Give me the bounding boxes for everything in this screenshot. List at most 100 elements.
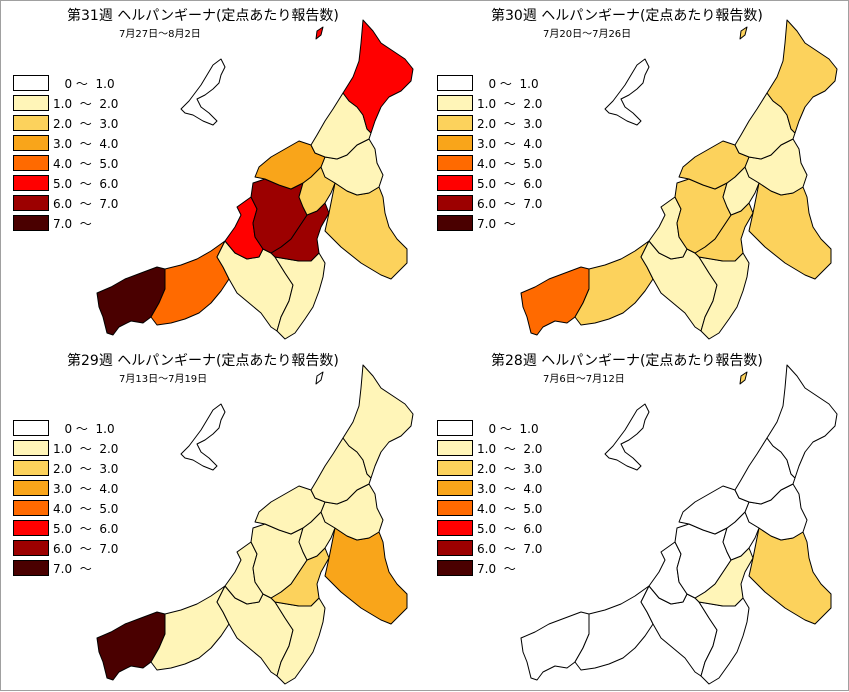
panel-week-31: 第31週 ヘルパンギーナ(定点あたり報告数) 7月27日〜8月2日 0 〜 1.… [1,1,425,346]
legend-row: 5.0 〜 6.0 [437,519,637,539]
legend-swatch [437,440,473,456]
legend-swatch [13,480,49,496]
legend-swatch [13,215,49,231]
legend-row: 3.0 〜 4.0 [13,479,213,499]
region-joetsu [96,266,166,336]
legend-label: 2.0 〜 3.0 [53,462,119,476]
sado-island-outline [180,58,226,126]
prefecture-map [520,364,838,685]
prefecture-map [520,19,838,340]
region-murakami [766,19,838,134]
legend-label: 2.0 〜 3.0 [477,462,543,476]
panel-title: 第29週 ヘルパンギーナ(定点あたり報告数) [67,353,339,369]
legend-row: 4.0 〜 5.0 [13,154,213,174]
legend-label: 0 〜 1.0 [53,422,115,436]
legend-label: 4.0 〜 5.0 [53,502,119,516]
legend: 0 〜 1.0 1.0 〜 2.0 2.0 〜 3.0 3.0 〜 4.0 4.… [13,419,213,579]
panel-period: 7月20日〜7月26日 [543,29,632,40]
legend-swatch [437,175,473,191]
panel-title: 第31週 ヘルパンギーナ(定点あたり報告数) [67,8,339,24]
legend-row: 0 〜 1.0 [13,74,213,94]
panel-title: 第28週 ヘルパンギーナ(定点あたり報告数) [491,353,763,369]
legend-swatch [437,500,473,516]
region-uonuma [324,182,408,280]
region-awashima [315,26,324,40]
legend-row: 1.0 〜 2.0 [437,94,637,114]
legend-label: 0 〜 1.0 [477,422,539,436]
legend-row: 3.0 〜 4.0 [13,134,213,154]
legend-swatch [13,420,49,436]
legend-swatch [437,155,473,171]
region-murakami [342,19,414,134]
region-awashima [739,371,748,385]
legend-row: 7.0 〜 [13,214,213,234]
legend-row: 7.0 〜 [437,214,637,234]
legend-label: 7.0 〜 [53,217,92,231]
legend-label: 6.0 〜 7.0 [53,542,119,556]
legend-swatch [437,75,473,91]
region-awashima [739,26,748,40]
region-murakami [766,364,838,479]
panel-week-29: 第29週 ヘルパンギーナ(定点あたり報告数) 7月13日〜7月19日 0 〜 1… [1,346,425,691]
legend-label: 1.0 〜 2.0 [477,442,543,456]
legend-row: 2.0 〜 3.0 [437,114,637,134]
legend-row: 6.0 〜 7.0 [13,539,213,559]
legend-label: 6.0 〜 7.0 [477,542,543,556]
legend-swatch [437,215,473,231]
legend-swatch [13,520,49,536]
legend-row: 1.0 〜 2.0 [13,439,213,459]
legend-label: 7.0 〜 [53,562,92,576]
legend-row: 4.0 〜 5.0 [437,154,637,174]
region-niigata [678,485,750,535]
region-itoigawa [150,240,230,326]
legend-label: 5.0 〜 6.0 [477,522,543,536]
legend: 0 〜 1.0 1.0 〜 2.0 2.0 〜 3.0 3.0 〜 4.0 4.… [437,74,637,234]
region-joetsu [520,266,590,336]
region-itoigawa [574,240,654,326]
legend: 0 〜 1.0 1.0 〜 2.0 2.0 〜 3.0 3.0 〜 4.0 4.… [13,74,213,234]
sado-island-outline [180,403,226,471]
legend-swatch [437,520,473,536]
region-uonuma [324,527,408,625]
region-itoigawa [150,585,230,671]
region-joetsu [96,611,166,681]
sado-island-outline [604,403,650,471]
legend-label: 1.0 〜 2.0 [53,97,119,111]
legend-swatch [13,500,49,516]
legend-row: 0 〜 1.0 [437,74,637,94]
prefecture-map [96,19,414,340]
legend-label: 6.0 〜 7.0 [53,197,119,211]
legend-row: 4.0 〜 5.0 [13,499,213,519]
legend-label: 0 〜 1.0 [477,77,539,91]
region-joetsu [520,611,590,681]
legend-swatch [437,420,473,436]
legend-swatch [437,195,473,211]
legend-row: 3.0 〜 4.0 [437,134,637,154]
legend-row: 5.0 〜 6.0 [13,174,213,194]
legend-label: 7.0 〜 [477,217,516,231]
sado-island-outline [604,58,650,126]
legend-row: 1.0 〜 2.0 [437,439,637,459]
legend-label: 5.0 〜 6.0 [477,177,543,191]
legend-row: 2.0 〜 3.0 [13,459,213,479]
legend-row: 5.0 〜 6.0 [13,519,213,539]
region-itoigawa [574,585,654,671]
legend-row: 5.0 〜 6.0 [437,174,637,194]
panel-period: 7月27日〜8月2日 [119,29,201,40]
legend-swatch [13,540,49,556]
legend-swatch [437,540,473,556]
legend-swatch [13,440,49,456]
legend-label: 3.0 〜 4.0 [477,137,543,151]
panel-week-28: 第28週 ヘルパンギーナ(定点あたり報告数) 7月6日〜7月12日 0 〜 1.… [425,346,849,691]
legend-swatch [437,135,473,151]
region-niigata [254,485,326,535]
legend-label: 3.0 〜 4.0 [53,137,119,151]
legend-swatch [13,95,49,111]
legend-label: 2.0 〜 3.0 [477,117,543,131]
legend-swatch [13,135,49,151]
legend-label: 5.0 〜 6.0 [53,177,119,191]
legend-swatch [437,460,473,476]
legend-row: 6.0 〜 7.0 [437,539,637,559]
legend-row: 6.0 〜 7.0 [13,194,213,214]
